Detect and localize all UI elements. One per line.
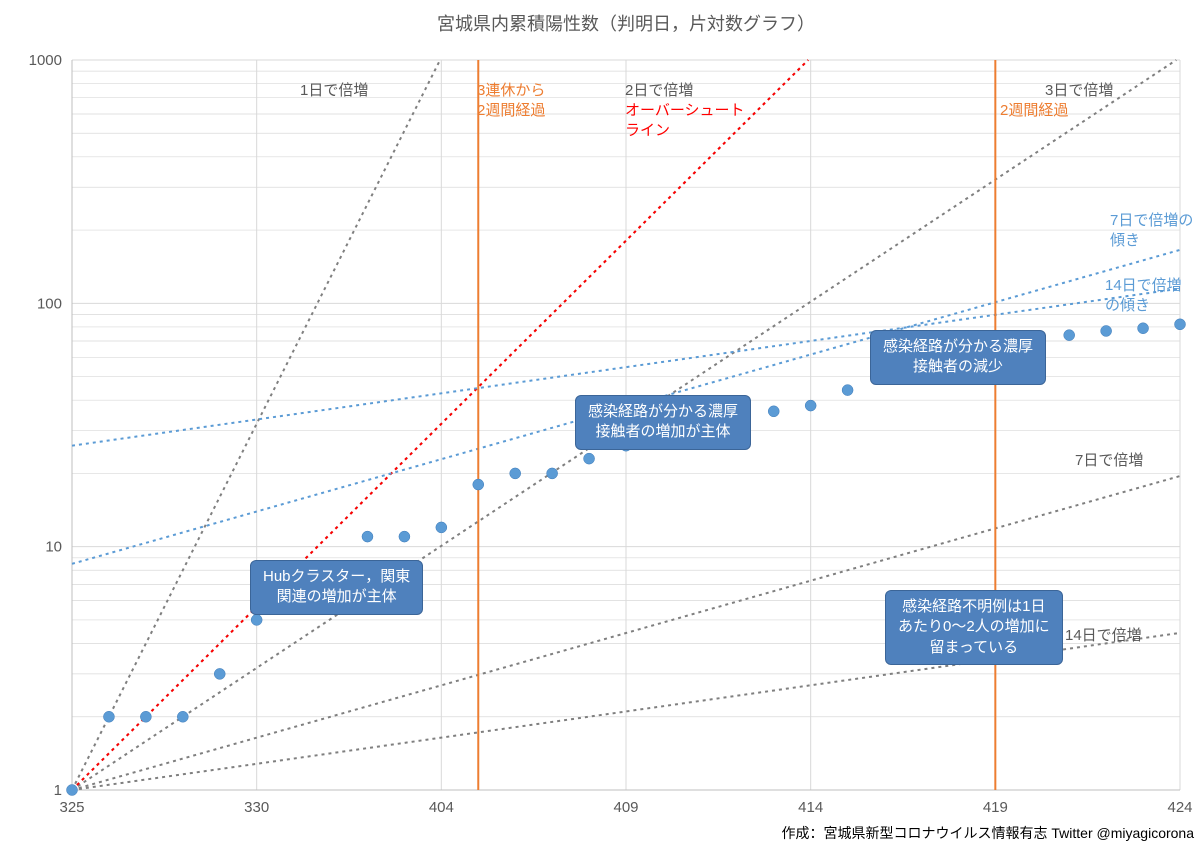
data-point [436, 522, 447, 533]
x-tick-label: 419 [983, 799, 1008, 816]
label-v1-1: 3連休から [477, 82, 545, 99]
data-point [399, 531, 410, 542]
label-overshoot-2: ライン [625, 122, 670, 139]
data-point [842, 385, 853, 396]
label-3day: 3日で倍増 [1045, 82, 1113, 99]
label-7s-1: 7日で倍増の [1110, 212, 1193, 229]
data-point [214, 668, 225, 679]
label-7day: 7日で倍増 [1075, 452, 1143, 469]
label-14s-2: の傾き [1105, 297, 1150, 314]
credit-text: 作成：宮城県新型コロナウイルス情報有志 Twitter @miyagicoron… [782, 823, 1194, 843]
callout-c1: Hubクラスター，関東関連の増加が主体 [250, 560, 423, 615]
y-tick-label: 1 [54, 782, 62, 799]
chart-title: 宮城県内累積陽性数（判明日，片対数グラフ） [437, 14, 815, 34]
label-v2: 2週間経過 [1000, 102, 1068, 119]
data-point [1138, 323, 1149, 334]
data-point [177, 711, 188, 722]
chart-container: 宮城県内累積陽性数（判明日，片対数グラフ） 1 10 100 1000 325 330 404… [0, 0, 1200, 845]
data-point [547, 468, 558, 479]
data-point [103, 711, 114, 722]
y-tick-label: 100 [37, 295, 62, 312]
data-point [251, 614, 262, 625]
data-point [140, 711, 151, 722]
data-point [805, 400, 816, 411]
data-point [67, 785, 78, 796]
label-14day: 14日で倍増 [1065, 627, 1142, 644]
y-tick-label: 1000 [29, 52, 62, 69]
y-tick-label: 10 [45, 539, 62, 556]
data-point [584, 453, 595, 464]
data-point [1175, 319, 1186, 330]
x-tick-label: 409 [613, 799, 638, 816]
callout-c4: 感染経路不明例は1日あたり0～2人の増加に留まっている [885, 590, 1063, 665]
x-tick-label: 404 [429, 799, 454, 816]
label-v1-2: 2週間経過 [477, 102, 545, 119]
data-point [1101, 325, 1112, 336]
callout-c2: 感染経路が分かる濃厚接触者の増加が主体 [575, 395, 751, 450]
callout-c3: 感染経路が分かる濃厚接触者の減少 [870, 330, 1046, 385]
ref-line-1day [72, 60, 440, 790]
label-2day: 2日で倍増 [625, 82, 693, 99]
x-tick-label: 424 [1167, 799, 1192, 816]
data-point [510, 468, 521, 479]
x-tick-label: 414 [798, 799, 823, 816]
data-point [473, 479, 484, 490]
label-7s-2: 傾き [1110, 232, 1140, 249]
label-1day: 1日で倍増 [300, 82, 368, 99]
data-point [1064, 330, 1075, 341]
data-point [362, 531, 373, 542]
data-point [768, 406, 779, 417]
x-tick-label: 325 [59, 799, 84, 816]
x-tick-label: 330 [244, 799, 269, 816]
label-overshoot-1: オーバーシュート [625, 102, 745, 119]
label-14s-1: 14日で倍増 [1105, 277, 1182, 294]
